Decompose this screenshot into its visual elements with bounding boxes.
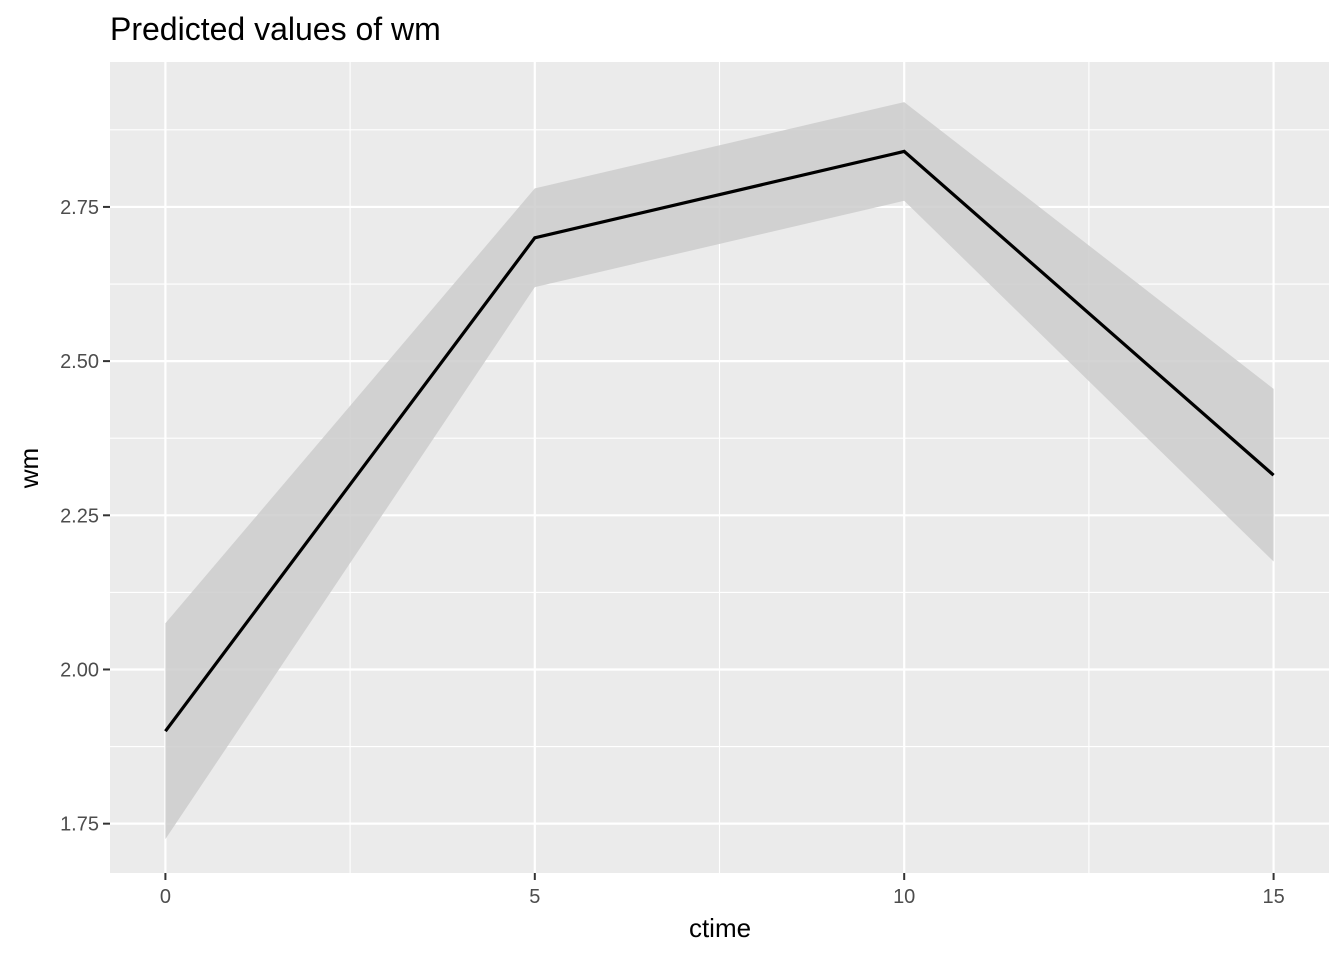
y-tick-label: 2.25 (60, 505, 99, 527)
y-tick-label: 2.00 (60, 659, 99, 681)
y-axis: 1.75 2.00 2.25 2.50 2.75 (60, 197, 110, 836)
chart-title: Predicted values of wm (110, 11, 441, 47)
series-line (164, 149, 1275, 733)
y-axis-title: wm (14, 448, 44, 489)
x-tick-label: 0 (160, 886, 171, 908)
confidence-ribbon (165, 102, 1274, 840)
x-tick-label: 5 (529, 886, 540, 908)
x-axis: 0 5 10 15 (160, 873, 1285, 908)
x-tick-label: 10 (893, 886, 915, 908)
y-tick-label: 2.50 (60, 351, 99, 373)
y-tick-label: 1.75 (60, 814, 99, 836)
y-tick-label: 2.75 (60, 197, 99, 219)
x-tick-label: 15 (1262, 886, 1284, 908)
x-axis-title: ctime (689, 913, 751, 943)
